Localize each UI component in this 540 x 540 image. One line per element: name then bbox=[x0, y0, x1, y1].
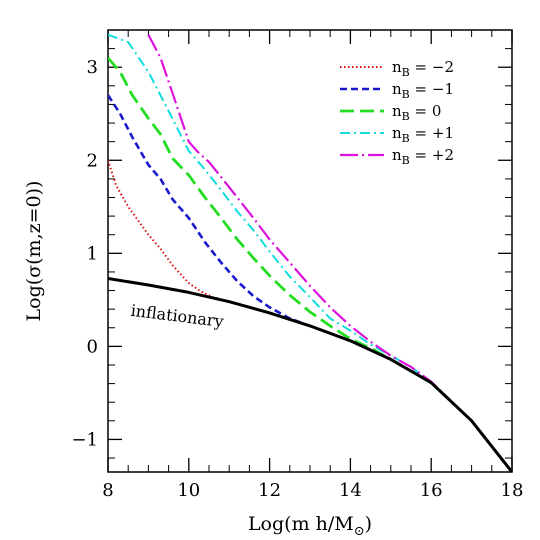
x-tick-label: 18 bbox=[501, 480, 524, 501]
y-tick-label: 0 bbox=[87, 336, 98, 357]
x-tick-label: 16 bbox=[420, 480, 443, 501]
legend-label-4: nB = +1 bbox=[392, 124, 454, 145]
legend-label-3: nB = 0 bbox=[392, 102, 441, 123]
tick-marks bbox=[107, 29, 513, 472]
inflationary-annotation: inflationary bbox=[130, 301, 225, 331]
y-tick-label: 1 bbox=[87, 243, 98, 264]
legend-label-2: nB = −1 bbox=[392, 80, 454, 101]
y-tick-label: −1 bbox=[71, 429, 98, 450]
series-line-0 bbox=[108, 277, 512, 472]
y-tick-label: 3 bbox=[87, 57, 98, 78]
series-line-4 bbox=[108, 33, 512, 472]
legend: nB = −2nB = −1nB = 0nB = +1nB = +2 bbox=[340, 58, 454, 167]
legend-label-5: nB = +2 bbox=[392, 146, 454, 167]
series-line-5 bbox=[147, 34, 512, 472]
x-tick-label: 10 bbox=[177, 480, 200, 501]
legend-label-1: nB = −2 bbox=[392, 58, 454, 79]
y-axis-title: Log(σ(m,z=0)) bbox=[23, 181, 45, 322]
x-tick-label: 12 bbox=[258, 480, 281, 501]
series-line-3 bbox=[108, 56, 512, 472]
x-tick-label: 8 bbox=[102, 480, 113, 501]
series-lines bbox=[108, 33, 512, 472]
x-axis-title: Log(m h/M⊙) bbox=[248, 513, 372, 539]
x-tick-label: 14 bbox=[339, 480, 362, 501]
y-tick-label: 2 bbox=[87, 150, 98, 171]
